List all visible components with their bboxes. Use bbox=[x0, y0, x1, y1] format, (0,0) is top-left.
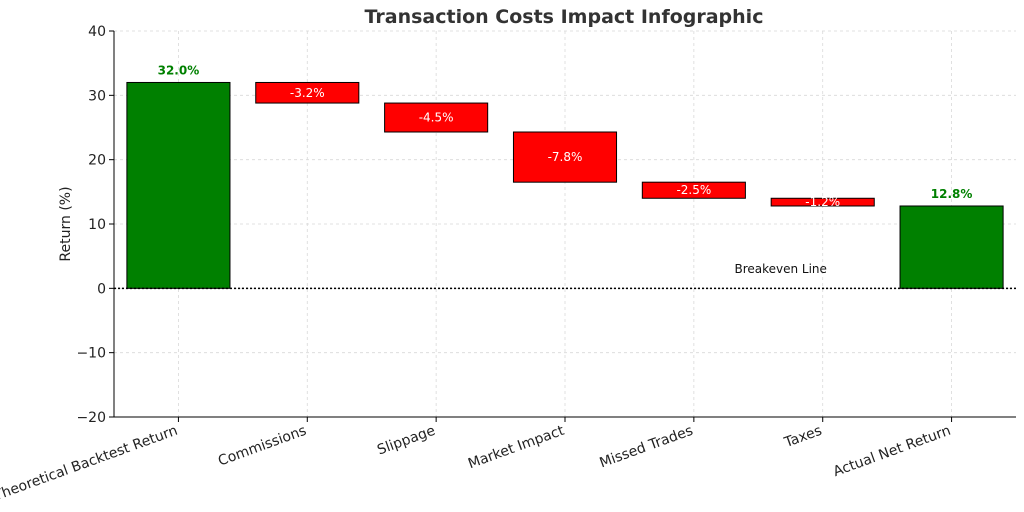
chart-title: Transaction Costs Impact Infographic bbox=[365, 6, 764, 28]
grid-layer bbox=[114, 30, 1016, 418]
breakeven-label: Breakeven Line bbox=[734, 262, 826, 276]
waterfall-bar bbox=[512, 131, 618, 183]
x-tick-label: Commissions bbox=[216, 423, 309, 470]
x-tick-label: Actual Net Return bbox=[831, 423, 953, 480]
bar-value-label: -1.2% bbox=[805, 195, 840, 209]
y-tick-label: 0 bbox=[97, 281, 106, 297]
bar-value-label: -7.8% bbox=[548, 150, 583, 164]
axes-layer bbox=[109, 30, 1016, 422]
waterfall-bar bbox=[384, 102, 489, 133]
bar-value-label: 12.8% bbox=[931, 187, 973, 201]
bars-layer bbox=[126, 81, 1004, 289]
y-tick-label: −10 bbox=[76, 346, 106, 362]
waterfall-bar bbox=[641, 181, 746, 199]
x-tick-label: Theoretical Backtest Return bbox=[0, 423, 180, 505]
y-tick-label: 30 bbox=[88, 88, 106, 104]
x-tick-label: Market Impact bbox=[466, 423, 567, 473]
y-tick-label: −20 bbox=[76, 410, 106, 426]
x-tick-label: Slippage bbox=[375, 423, 437, 459]
x-tick-label: Missed Trades bbox=[598, 423, 696, 472]
bar-value-label: -3.2% bbox=[290, 86, 325, 100]
bar-value-label: -2.5% bbox=[676, 183, 711, 197]
waterfall-bar bbox=[255, 81, 360, 104]
x-tick-label: Taxes bbox=[781, 423, 824, 452]
y-axis-label: Return (%) bbox=[58, 186, 74, 261]
waterfall-bar bbox=[126, 81, 231, 289]
bar-value-label: 32.0% bbox=[158, 63, 200, 77]
y-tick-label: 10 bbox=[88, 217, 106, 233]
waterfall-bar bbox=[770, 197, 875, 207]
y-tick-label: 20 bbox=[88, 153, 106, 169]
bar-value-label: -4.5% bbox=[419, 111, 454, 125]
waterfall-bar bbox=[899, 205, 1004, 289]
y-tick-label: 40 bbox=[88, 24, 106, 40]
